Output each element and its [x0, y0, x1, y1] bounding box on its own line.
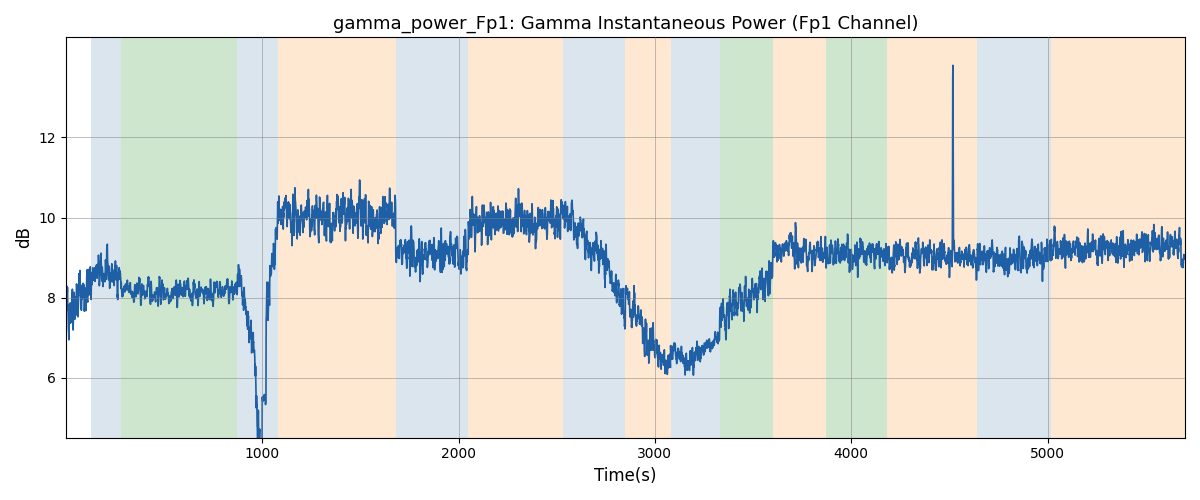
Bar: [1051, 38, 1112, 438]
Bar: [1112, 38, 1184, 438]
Bar: [671, 38, 720, 438]
Bar: [396, 38, 468, 438]
X-axis label: Time(s): Time(s): [594, 467, 656, 485]
Bar: [977, 38, 1051, 438]
Bar: [236, 38, 278, 438]
Bar: [720, 38, 773, 438]
Bar: [887, 38, 977, 438]
Bar: [826, 38, 887, 438]
Bar: [278, 38, 396, 438]
Bar: [625, 38, 671, 438]
Bar: [121, 38, 236, 438]
Bar: [91, 38, 121, 438]
Bar: [563, 38, 625, 438]
Title: gamma_power_Fp1: Gamma Instantaneous Power (Fp1 Channel): gamma_power_Fp1: Gamma Instantaneous Pow…: [332, 15, 918, 34]
Bar: [773, 38, 826, 438]
Bar: [468, 38, 563, 438]
Y-axis label: dB: dB: [16, 226, 34, 248]
